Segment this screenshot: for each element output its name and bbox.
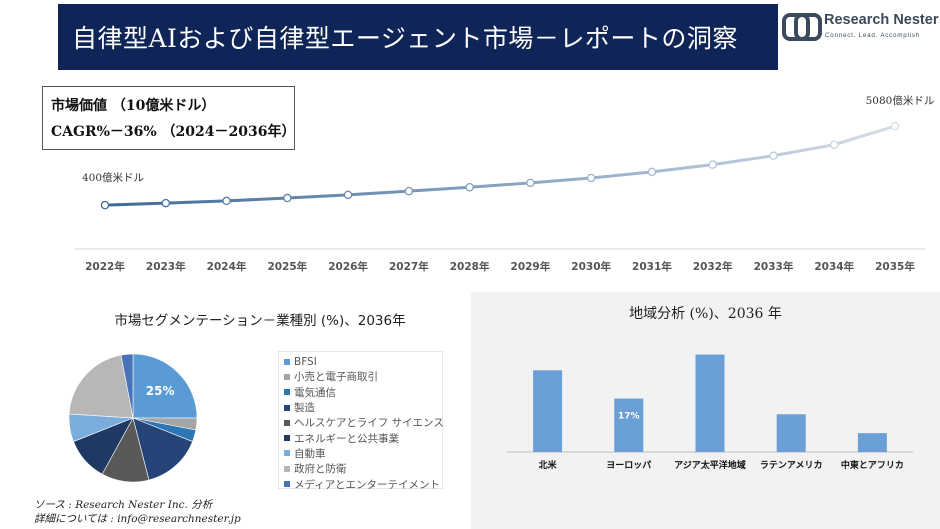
segment-legend: BFSI 小売と電子商取引 電気通信製造ヘルスケアとライフ サイエンス エネルギーと公… <box>278 351 444 491</box>
x-tick-label: 2025年 <box>267 260 307 273</box>
pie-data-label: 25% <box>146 384 175 398</box>
pie-slice <box>68 354 134 419</box>
region-chart-title: 地域分析 (%)、2036 年 <box>629 306 782 322</box>
logo-name: Research Nester <box>824 12 939 28</box>
market-size-line-chart: 2022年 2023年 2024年 2025年 2026年 2027年 2028年 2029年… <box>75 94 935 273</box>
legend-item: エネルギーと公共事業 <box>284 430 442 445</box>
x-tick-label: 2024年 <box>207 260 247 273</box>
legend-swatch <box>284 419 290 426</box>
x-tick-label: 2031年 <box>632 260 672 273</box>
legend-swatch <box>284 373 290 380</box>
segment-pie-chart: 25% <box>68 353 198 483</box>
legend-label: 政府と防衛 <box>294 463 347 476</box>
legend-label: 電気通信 <box>294 386 336 399</box>
x-tick-label: 2029年 <box>511 260 551 273</box>
legend-swatch <box>284 435 290 442</box>
x-tick-label: 2026年 <box>328 260 368 273</box>
legend-label: BFSI <box>294 355 317 368</box>
market-size-series-line <box>103 124 897 207</box>
legend-item: 電気通信 <box>284 385 442 400</box>
value-annotation: 5080億米ドル <box>866 94 935 107</box>
legend-swatch <box>284 465 290 472</box>
legend-swatch <box>284 450 290 457</box>
x-tick-label: 2033年 <box>754 260 794 273</box>
pie-slice <box>132 417 193 481</box>
legend-item: 自動車 <box>284 446 442 461</box>
market-size-point <box>283 193 292 203</box>
market-size-point <box>769 151 778 160</box>
header-banner: 自律型AIおよび自律型エージェント市場－レポートの洞察 <box>58 4 778 70</box>
legend-item: ヘルスケアとライフ サイエンス <box>284 415 444 430</box>
market-size-point <box>404 186 414 196</box>
region-data-label: 17% <box>618 412 640 422</box>
market-size-point <box>343 190 353 200</box>
market-size-point <box>647 167 657 177</box>
region-bar <box>533 370 563 452</box>
x-tick-label: 2027年 <box>389 260 429 273</box>
legend-label: エネルギーと公共事業 <box>294 432 399 445</box>
legend-item: メディアとエンターテイメント <box>284 476 442 491</box>
legend-item: 製造 <box>284 400 442 415</box>
market-size-point <box>161 198 171 208</box>
region-category-label: 北米 <box>539 459 558 471</box>
legend-swatch <box>284 404 290 411</box>
legend-label: 自動車 <box>294 447 326 460</box>
source-note: ソース : Research Nester Inc. 分析 詳細については : … <box>34 498 241 526</box>
pie-slice <box>132 353 198 419</box>
cagr-label: CAGR%－36% （2024－2036年） <box>51 124 296 140</box>
market-size-point <box>100 200 110 210</box>
legend-label: 小売と電子商取引 <box>294 371 378 384</box>
segment-chart-title: 市場セグメンテーション－業種別 (%)、2036年 <box>114 313 406 329</box>
legend-label: ヘルスケアとライフ サイエンス <box>294 417 444 430</box>
legend-label: メディアとエンターテイメント <box>294 478 441 491</box>
region-bar <box>695 354 725 452</box>
market-value-label: 市場価値 （10億米ドル） <box>51 98 216 114</box>
region-panel: 地域分析 (%)、2036 年 北米 ヨーロッパ アジア太平洋地域 ラテンアメリカ 中東… <box>471 292 940 529</box>
region-category-label: アジア太平洋地域 <box>674 459 746 471</box>
legend-swatch <box>284 389 290 396</box>
market-value-box: 市場価値 （10億米ドル） CAGR%－36% （2024－2036年） <box>42 86 296 150</box>
legend-label: 製造 <box>294 402 315 415</box>
x-tick-label: 2022年 <box>85 260 125 273</box>
market-size-point <box>586 173 596 183</box>
x-tick-label: 2035年 <box>875 260 915 273</box>
legend-item: 政府と防衛 <box>284 461 442 476</box>
market-size-point <box>465 182 474 192</box>
x-tick-label: 2023年 <box>146 260 186 273</box>
x-tick-label: 2028年 <box>450 260 490 273</box>
region-bar <box>776 414 806 452</box>
x-tick-label: 2034年 <box>814 260 854 273</box>
x-tick-label: 2032年 <box>693 260 733 273</box>
source-line: ソース : Research Nester Inc. 分析 <box>34 499 213 511</box>
contact-line: 詳細については : info@researchnester.jp <box>34 513 241 525</box>
region-category-label: ラテンアメリカ <box>760 460 823 471</box>
market-size-point <box>829 140 839 149</box>
page-title: 自律型AIおよび自律型エージェント市場－レポートの洞察 <box>72 24 738 53</box>
market-size-point <box>222 196 231 206</box>
legend-swatch <box>284 481 290 488</box>
research-nester-logo: Research Nester Connect. Lead. Accomplis… <box>782 8 939 48</box>
region-category-label: 中東とアフリカ <box>841 459 904 471</box>
value-annotation: 400億米ドル <box>82 171 144 184</box>
region-bar-chart: 北米 ヨーロッパ アジア太平洋地域 ラテンアメリカ 中東とアフリカ 17% <box>507 354 913 471</box>
market-size-point <box>890 121 900 131</box>
market-size-point <box>708 160 717 169</box>
logo-tagline: Connect. Lead. Accomplish <box>825 32 920 39</box>
region-category-label: ヨーロッパ <box>606 459 651 471</box>
region-bar <box>614 398 644 452</box>
legend-swatch <box>284 358 290 365</box>
x-tick-label: 2030年 <box>571 260 611 273</box>
legend-item: BFSI <box>284 354 442 369</box>
logo-mark-icon <box>782 13 822 41</box>
legend-item: 小売と電子商取引 <box>284 369 442 384</box>
market-size-point <box>526 178 535 188</box>
region-bar <box>857 433 887 452</box>
pie-slice <box>120 353 134 419</box>
